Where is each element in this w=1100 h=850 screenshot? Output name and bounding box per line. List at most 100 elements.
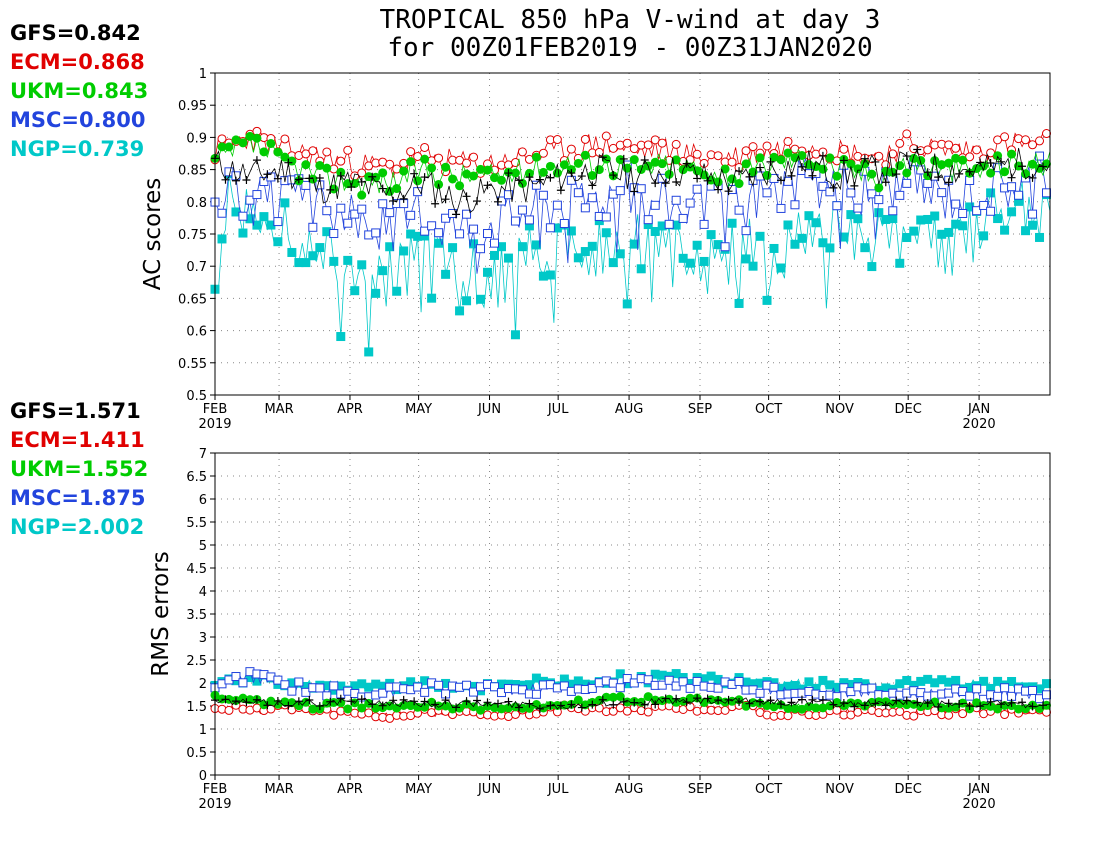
data-point-gfs (378, 184, 387, 193)
data-point-msc (301, 180, 311, 190)
data-point-ngp (441, 678, 451, 688)
data-point-gfs (871, 699, 880, 708)
data-point-gfs (1018, 698, 1027, 707)
data-point-msc (692, 676, 702, 686)
data-point-ukm (559, 160, 569, 170)
data-point-msc (273, 675, 283, 685)
data-point-ngp (566, 226, 576, 236)
data-point-gfs (242, 698, 251, 707)
data-point-ngp (958, 221, 968, 231)
data-point-ngp (909, 226, 919, 236)
data-point-ukm (748, 698, 758, 708)
data-point-ngp (378, 681, 388, 691)
data-point-msc (1007, 182, 1017, 192)
data-point-gfs (368, 700, 377, 709)
data-point-msc (643, 675, 653, 685)
data-point-ngp (790, 681, 800, 691)
data-point-gfs (619, 154, 628, 163)
data-point-ngp (378, 266, 388, 276)
data-point-ngp (783, 220, 793, 230)
data-point-ngp (853, 214, 863, 224)
data-point-ukm (266, 139, 276, 149)
data-point-gfs (797, 162, 806, 171)
data-point-gfs (221, 695, 230, 704)
data-point-msc (434, 680, 444, 690)
data-point-ngp (545, 270, 555, 280)
data-point-msc (643, 215, 653, 225)
x-tick-label: NOV (825, 402, 854, 417)
y-tick-label: 0.85 (178, 164, 207, 179)
data-point-ukm (804, 702, 814, 712)
data-point-ukm (769, 702, 779, 712)
plot-frame (214, 72, 1051, 396)
data-point-gfs (881, 701, 890, 710)
data-point-ecm (406, 147, 416, 157)
data-point-ecm (762, 141, 772, 151)
y-axis-label: RMS errors (148, 551, 174, 676)
data-point-msc (413, 187, 423, 197)
y-tick-label: 2.5 (186, 654, 207, 669)
data-point-msc (846, 188, 856, 198)
data-point-ngp (434, 238, 444, 248)
data-point-ukm (650, 157, 660, 167)
y-tick-label: 0.95 (178, 99, 207, 114)
data-point-ukm (755, 153, 765, 163)
data-point-ecm (958, 709, 968, 719)
data-point-ecm (538, 148, 548, 158)
series-ngp (210, 169, 1052, 357)
data-point-ngp (336, 681, 346, 691)
data-point-ngp (881, 683, 891, 693)
data-point-ukm (224, 142, 234, 152)
data-point-ecm (951, 143, 961, 153)
data-point-ngp (559, 674, 569, 684)
data-point-gfs (871, 157, 880, 166)
data-point-ukm (538, 703, 548, 713)
data-point-ukm (657, 159, 667, 169)
data-point-msc (489, 682, 499, 692)
data-point-ngp (888, 214, 898, 224)
data-point-gfs (756, 697, 765, 706)
data-point-ukm (476, 705, 486, 715)
data-point-msc (517, 205, 527, 215)
data-point-ukm (797, 150, 807, 160)
data-point-gfs (273, 174, 282, 183)
data-point-ngp (524, 680, 534, 690)
data-point-gfs (252, 156, 261, 165)
data-point-ukm (685, 693, 695, 703)
data-point-gfs (588, 700, 597, 709)
data-point-msc (489, 238, 499, 248)
data-point-gfs (640, 700, 649, 709)
data-point-gfs (315, 702, 324, 711)
data-point-gfs (1018, 162, 1027, 171)
data-point-ukm (315, 160, 325, 170)
data-point-gfs (473, 197, 482, 206)
data-point-gfs (483, 698, 492, 707)
data-point-ngp (483, 267, 493, 277)
data-point-gfs (619, 697, 628, 706)
x-tick-label: SEP (688, 782, 712, 797)
ac-scores-panel: 0.5 0.55 0.6 0.65 0.7 0.75 0.8 0.85 0.9 0.95 1 FEB M… (10, 21, 1052, 432)
data-point-gfs (986, 697, 995, 706)
data-point-msc (573, 188, 583, 198)
data-point-ecm (1021, 135, 1031, 145)
data-point-gfs (703, 694, 712, 703)
data-point-ngp (1007, 207, 1017, 217)
data-point-ngp (531, 240, 541, 250)
data-point-msc (734, 676, 744, 686)
data-point-ngp (713, 674, 723, 684)
data-point-ukm (476, 164, 486, 174)
data-point-ukm (231, 135, 241, 145)
data-point-ngp (601, 228, 611, 238)
data-point-ngp (979, 676, 989, 686)
data-point-gfs (556, 701, 565, 710)
data-point-ngp (538, 271, 548, 281)
data-point-ngp (489, 250, 499, 260)
data-point-ngp (350, 286, 360, 296)
data-point-msc (552, 200, 562, 210)
data-point-gfs (399, 695, 408, 704)
data-point-ecm (336, 156, 346, 166)
data-point-gfs (892, 170, 901, 179)
data-point-gfs (630, 187, 639, 196)
data-point-ukm (273, 147, 283, 157)
x-tick-label: MAY (405, 402, 432, 417)
